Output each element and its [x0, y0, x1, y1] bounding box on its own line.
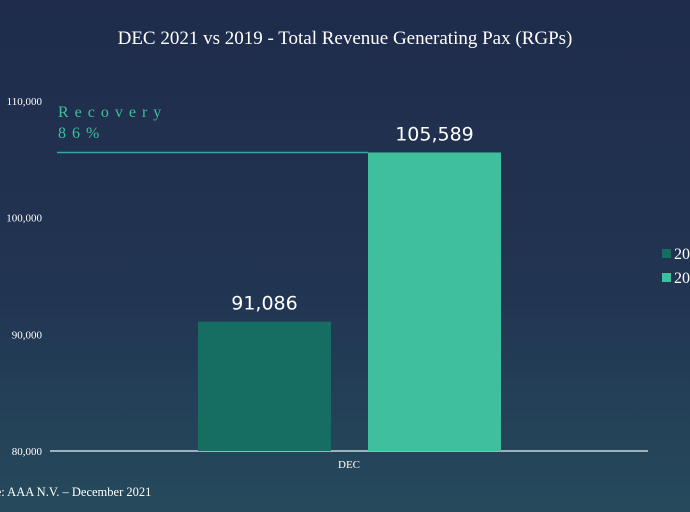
- recovery-label: Recovery: [58, 104, 167, 121]
- y-tick-label: 90,000: [12, 329, 43, 341]
- data-label-series-2: 105,589: [395, 123, 474, 145]
- bar-series-2: [368, 152, 501, 451]
- source-note: rce: AAA N.V. – December 2021: [0, 485, 152, 499]
- bar-series-1: [198, 321, 331, 451]
- recovery-percent: 86%: [58, 125, 105, 142]
- legend-label-series-1: 20: [674, 246, 690, 263]
- data-label-series-1: 91,086: [231, 293, 297, 315]
- chart-title: DEC 2021 vs 2019 - Total Revenue Generat…: [117, 28, 573, 49]
- legend-label-series-2: 20: [674, 270, 690, 287]
- y-tick-label: 100,000: [6, 213, 42, 225]
- x-category-label: DEC: [338, 459, 360, 471]
- y-tick-label: 110,000: [7, 96, 43, 108]
- legend-swatch-series-2: [662, 273, 671, 282]
- y-tick-label: 80,000: [12, 446, 43, 458]
- legend-swatch-series-1: [662, 249, 671, 258]
